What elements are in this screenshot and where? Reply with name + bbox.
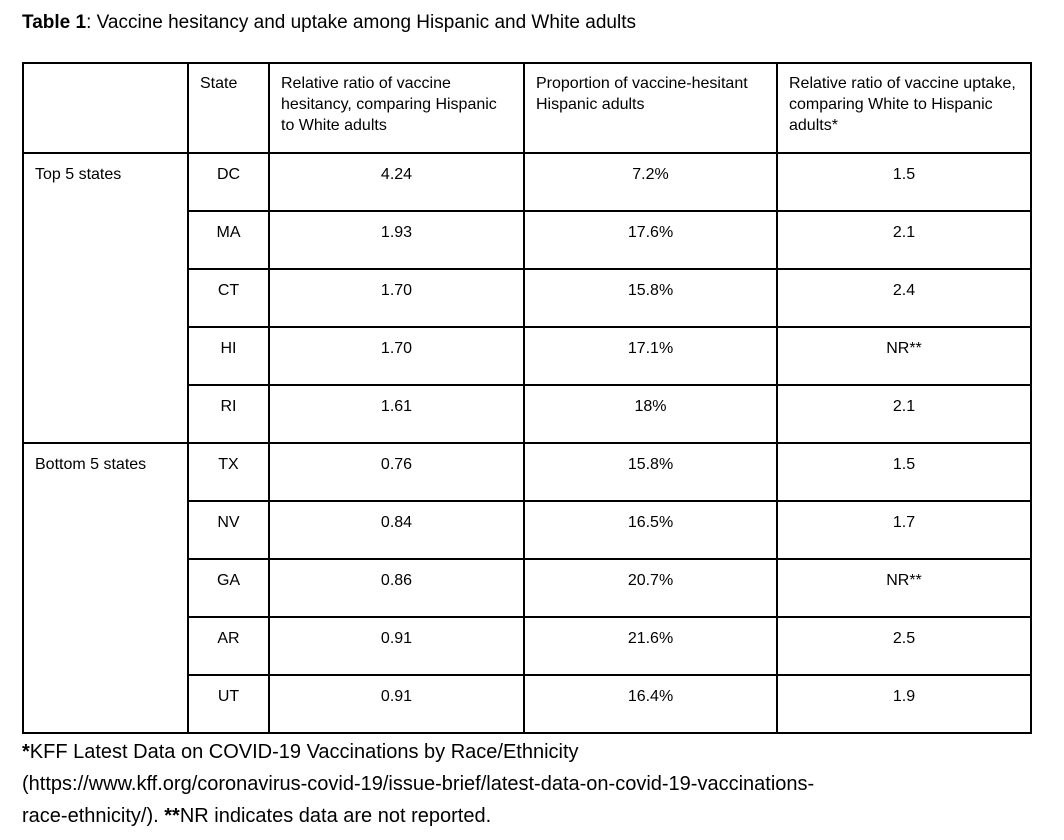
hesitancy-ratio-cell: 1.70 <box>268 268 525 328</box>
header-hesitant-proportion: Proportion of vaccine-hesitant Hispanic … <box>523 62 778 154</box>
hesitancy-ratio-cell: 1.93 <box>268 210 525 270</box>
table-row: AR 0.91 21.6% 2.5 <box>23 616 1032 676</box>
state-cell: GA <box>187 558 270 618</box>
footnote-line-2: (https://www.kff.org/coronavirus-covid-1… <box>22 773 814 795</box>
table-title-text: : Vaccine hesitancy and uptake among His… <box>86 12 636 33</box>
state-cell: HI <box>187 326 270 386</box>
hesitancy-ratio-cell: 1.70 <box>268 326 525 386</box>
uptake-ratio-cell: 1.5 <box>776 442 1032 502</box>
table-row: CT 1.70 15.8% 2.4 <box>23 268 1032 328</box>
state-cell: NV <box>187 500 270 560</box>
footnote-url-part2: race-ethnicity/). <box>22 805 165 827</box>
state-cell: MA <box>187 210 270 270</box>
table-title: Table 1: Vaccine hesitancy and uptake am… <box>22 11 1042 34</box>
uptake-ratio-cell: NR** <box>776 558 1032 618</box>
proportion-cell: 21.6% <box>523 616 778 676</box>
proportion-cell: 17.1% <box>523 326 778 386</box>
proportion-cell: 20.7% <box>523 558 778 618</box>
table-row: MA 1.93 17.6% 2.1 <box>23 210 1032 270</box>
uptake-ratio-cell: 2.1 <box>776 384 1032 444</box>
uptake-ratio-cell: 1.9 <box>776 674 1032 734</box>
proportion-cell: 16.5% <box>523 500 778 560</box>
header-state: State <box>187 62 270 154</box>
footnote-source-text: KFF Latest Data on COVID-19 Vaccinations… <box>29 741 579 763</box>
hesitancy-ratio-cell: 0.91 <box>268 674 525 734</box>
footnote-double-asterisk: ** <box>164 805 180 827</box>
header-group-empty <box>22 62 189 154</box>
hesitancy-ratio-cell: 0.91 <box>268 616 525 676</box>
proportion-cell: 16.4% <box>523 674 778 734</box>
table-footnote: *KFF Latest Data on COVID-19 Vaccination… <box>22 736 1042 832</box>
state-cell: CT <box>187 268 270 328</box>
uptake-ratio-cell: 2.4 <box>776 268 1032 328</box>
uptake-ratio-cell: 1.7 <box>776 500 1032 560</box>
hesitancy-ratio-cell: 0.76 <box>268 442 525 502</box>
hesitancy-ratio-cell: 4.24 <box>268 152 525 212</box>
table-row: RI 1.61 18% 2.1 <box>23 384 1032 444</box>
uptake-ratio-cell: 2.1 <box>776 210 1032 270</box>
uptake-ratio-cell: 1.5 <box>776 152 1032 212</box>
state-cell: TX <box>187 442 270 502</box>
table-title-label: Table 1 <box>22 12 87 33</box>
state-cell: UT <box>187 674 270 734</box>
proportion-cell: 18% <box>523 384 778 444</box>
header-uptake-ratio: Relative ratio of vaccine uptake, compar… <box>776 62 1032 154</box>
group-label-bottom5: Bottom 5 states <box>22 442 189 734</box>
proportion-cell: 17.6% <box>523 210 778 270</box>
proportion-cell: 7.2% <box>523 152 778 212</box>
table-row: NV 0.84 16.5% 1.7 <box>23 500 1032 560</box>
group-label-top5: Top 5 states <box>22 152 189 444</box>
header-hesitancy-ratio: Relative ratio of vaccine hesitancy, com… <box>268 62 525 154</box>
hesitancy-ratio-cell: 0.84 <box>268 500 525 560</box>
vaccine-table: State Relative ratio of vaccine hesitanc… <box>22 62 1032 734</box>
state-cell: RI <box>187 384 270 444</box>
table-row: Top 5 states DC 4.24 7.2% 1.5 <box>22 152 1032 444</box>
state-cell: AR <box>187 616 270 676</box>
uptake-ratio-cell: 2.5 <box>776 616 1032 676</box>
state-cell: DC <box>187 152 270 212</box>
header-row: State Relative ratio of vaccine hesitanc… <box>22 62 1032 154</box>
footnote-line-3: race-ethnicity/). **NR indicates data ar… <box>22 805 491 827</box>
table-row: GA 0.86 20.7% NR** <box>23 558 1032 618</box>
footnote-line-1: *KFF Latest Data on COVID-19 Vaccination… <box>22 741 579 763</box>
uptake-ratio-cell: NR** <box>776 326 1032 386</box>
table-row: Bottom 5 states TX 0.76 15.8% 1.5 <box>22 442 1032 734</box>
proportion-cell: 15.8% <box>523 268 778 328</box>
proportion-cell: 15.8% <box>523 442 778 502</box>
table-row: HI 1.70 17.1% NR** <box>23 326 1032 386</box>
hesitancy-ratio-cell: 0.86 <box>268 558 525 618</box>
footnote-nr-text: NR indicates data are not reported. <box>179 805 492 827</box>
hesitancy-ratio-cell: 1.61 <box>268 384 525 444</box>
footnote-asterisk: * <box>22 741 30 763</box>
table-row: UT 0.91 16.4% 1.9 <box>23 674 1032 734</box>
footnote-url-part1: (https://www.kff.org/coronavirus-covid-1… <box>22 773 815 795</box>
